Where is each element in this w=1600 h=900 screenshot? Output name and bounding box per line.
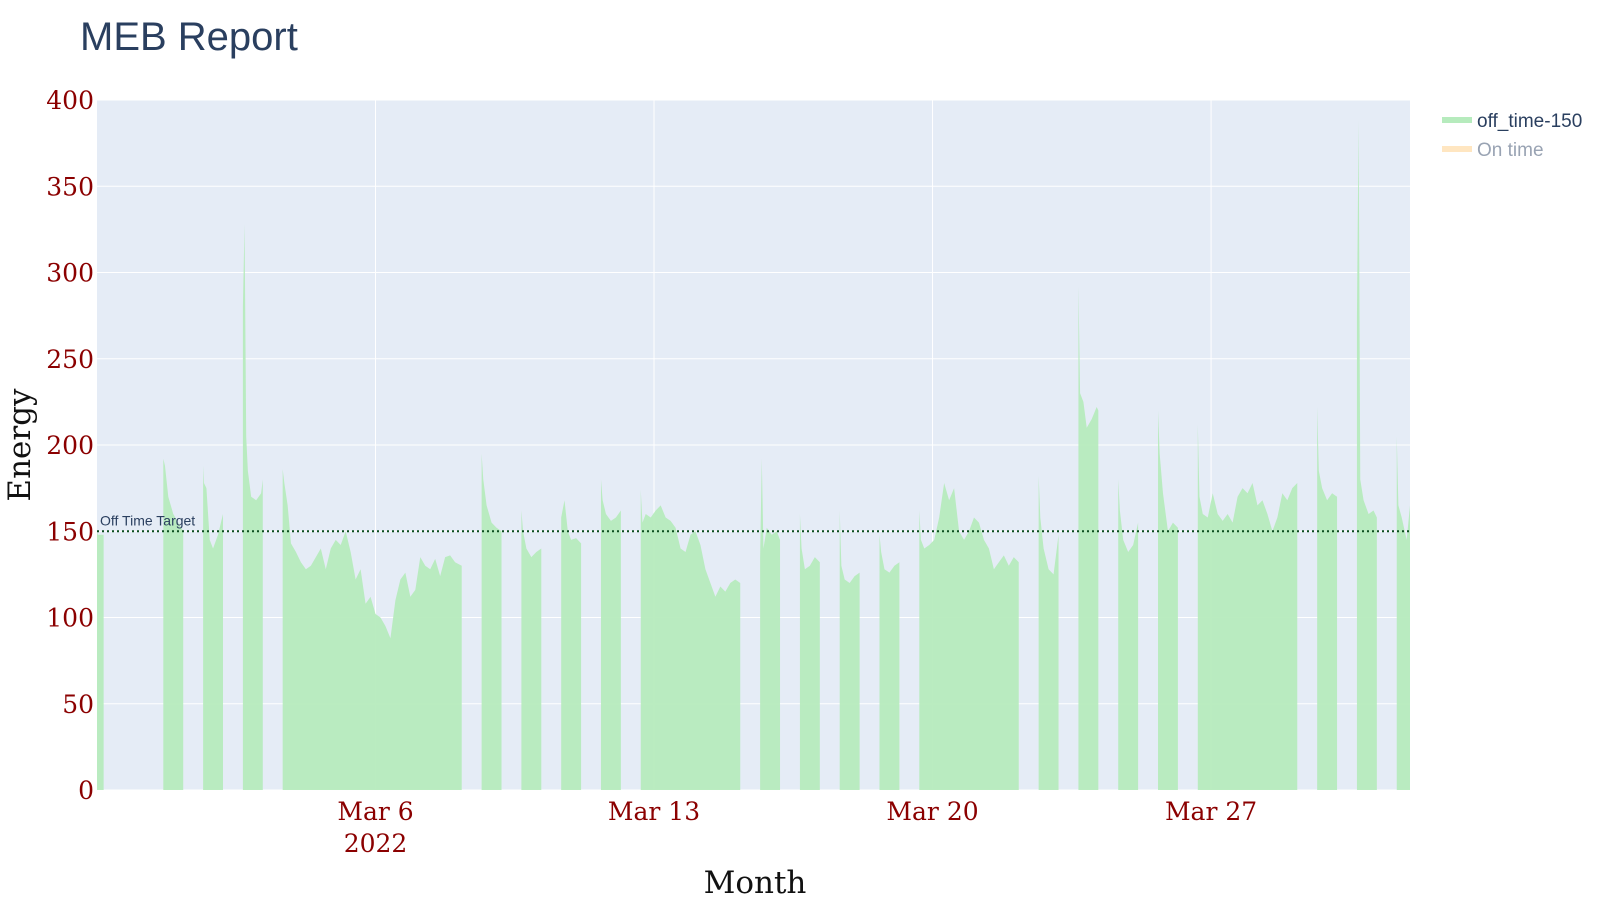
area-segment[interactable] [919,482,1019,790]
area-segment[interactable] [242,224,263,790]
y-tick-label: 300 [46,259,94,288]
legend: off_time-150 On time [1442,111,1582,161]
y-tick-label: 50 [62,690,94,719]
area-segment[interactable] [521,510,542,790]
area-segment[interactable] [97,531,104,790]
y-tick-label: 250 [46,345,94,374]
area-segment[interactable] [561,500,582,790]
area-segment[interactable] [1396,436,1410,790]
y-axis-ticks: 0 50 100 150 200 250 300 350 400 [46,86,94,805]
area-segment[interactable] [1356,120,1377,790]
area-segment[interactable] [282,469,462,790]
y-axis-title: Energy [2,388,38,502]
x-tick-year-label: 2022 [344,829,408,858]
y-tick-label: 200 [46,431,94,460]
area-segment[interactable] [600,479,621,791]
x-tick-label: Mar 13 [608,797,700,826]
area-segment[interactable] [1038,476,1059,790]
area-segment[interactable] [799,514,820,790]
target-line-label: Off Time Target [100,512,195,528]
area-segment[interactable] [1158,410,1178,791]
chart-title: MEB Report [80,15,298,59]
area-segment[interactable] [760,458,781,790]
area-segment[interactable] [203,465,223,790]
area-segment[interactable] [163,458,184,790]
x-axis-ticks: Mar 6 2022 Mar 13 Mar 20 Mar 27 [337,797,1257,858]
y-tick-label: 150 [46,517,94,546]
x-tick-label: Mar 20 [886,797,978,826]
y-tick-label: 350 [46,172,94,201]
x-tick-label: Mar 6 [337,797,413,826]
area-segment[interactable] [839,510,860,790]
y-tick-label: 400 [46,86,94,115]
y-tick-label: 0 [78,776,94,805]
area-segment[interactable] [1118,479,1139,791]
legend-item[interactable]: off_time-150 [1442,111,1582,132]
off-time-area-series [97,120,1410,791]
off-time-target-line: Off Time Target [97,512,1410,533]
area-segment[interactable] [481,453,502,790]
area-segment[interactable] [1197,424,1298,790]
legend-label: On time [1477,140,1544,161]
area-segment[interactable] [879,534,900,790]
area-segment[interactable] [1317,407,1338,790]
legend-item[interactable]: On time [1442,140,1544,161]
x-tick-label: Mar 27 [1165,797,1257,826]
x-axis-title: Month [704,865,807,900]
y-tick-label: 100 [46,604,94,633]
area-segment[interactable] [1078,286,1099,790]
legend-label: off_time-150 [1477,111,1582,132]
area-segment[interactable] [640,489,741,790]
